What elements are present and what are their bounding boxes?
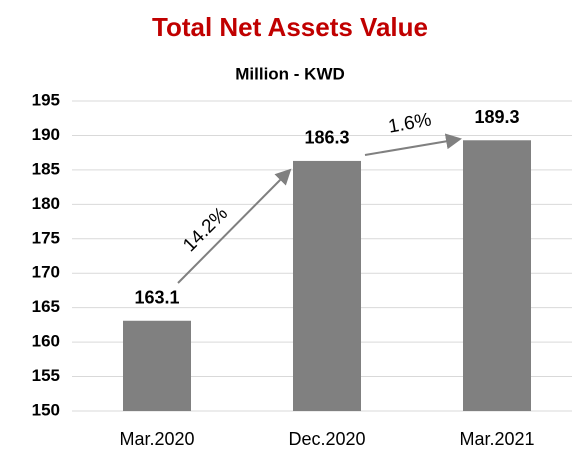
y-tick-label: 170	[32, 263, 60, 282]
value-label: 163.1	[134, 288, 179, 308]
bar	[463, 140, 531, 411]
arrow	[177, 168, 292, 284]
y-tick-label: 195	[32, 90, 60, 109]
x-tick-label: Dec.2020	[288, 429, 365, 449]
bar	[123, 320, 191, 411]
x-tick-label: Mar.2021	[459, 429, 534, 449]
y-tick-label: 175	[32, 228, 60, 247]
x-tick-label: Mar.2020	[119, 429, 194, 449]
y-tick-label: 190	[32, 125, 60, 144]
annotation: 14.2%	[179, 203, 232, 256]
chart-subtitle: Million - KWD	[235, 64, 345, 83]
y-tick-label: 150	[32, 400, 60, 419]
value-label: 189.3	[474, 107, 519, 127]
arrow	[364, 133, 462, 156]
annotation: 1.6%	[387, 109, 433, 137]
value-label: 186.3	[304, 128, 349, 148]
chart-title: Total Net Assets Value	[152, 12, 428, 42]
y-tick-label: 185	[32, 159, 60, 178]
y-tick-label: 155	[32, 366, 60, 385]
y-tick-label: 160	[32, 332, 60, 351]
bar	[293, 160, 361, 411]
y-tick-label: 165	[32, 297, 60, 316]
y-tick-label: 180	[32, 194, 60, 213]
